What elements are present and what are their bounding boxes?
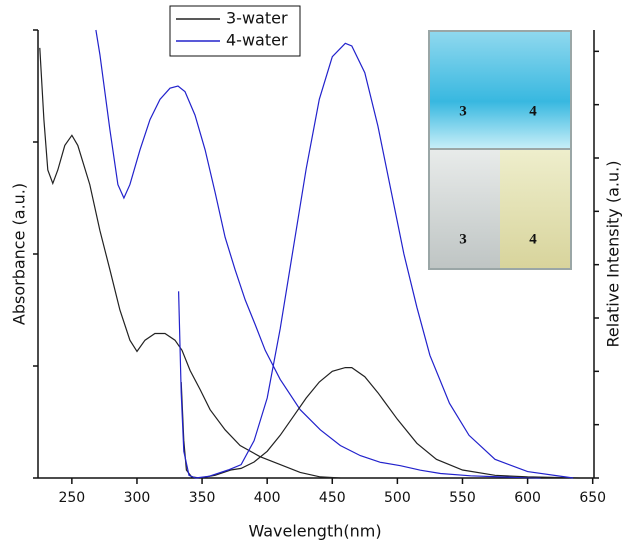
legend-label: 4-water	[226, 31, 288, 50]
x-tick-label: 250	[58, 490, 85, 506]
x-tick-label: 500	[384, 490, 411, 506]
inset-label: 4	[529, 103, 537, 119]
x-tick-label: 350	[189, 490, 216, 506]
y-axis-label: Absorbance (a.u.)	[10, 183, 29, 325]
line	[178, 42, 574, 479]
legend-label: 3-water	[226, 9, 288, 28]
x-tick-label: 550	[449, 490, 476, 506]
x-tick-label: 300	[124, 490, 151, 506]
x-tick-label: 450	[319, 490, 346, 506]
inset-label: 3	[459, 103, 467, 119]
line	[180, 367, 580, 479]
y2-axis-label: Relative Intensity (a.u.)	[604, 161, 623, 348]
x-tick-label: 400	[254, 490, 281, 506]
inset-label: 4	[529, 231, 537, 247]
line	[39, 47, 341, 479]
x-tick-label: 650	[579, 490, 606, 506]
x-axis-label: Wavelength(nm)	[248, 522, 381, 541]
inset-label: 3	[459, 231, 467, 247]
line	[95, 29, 541, 479]
x-tick-label: 600	[514, 490, 541, 506]
legend-box	[169, 5, 301, 57]
inset-photo	[428, 30, 572, 270]
